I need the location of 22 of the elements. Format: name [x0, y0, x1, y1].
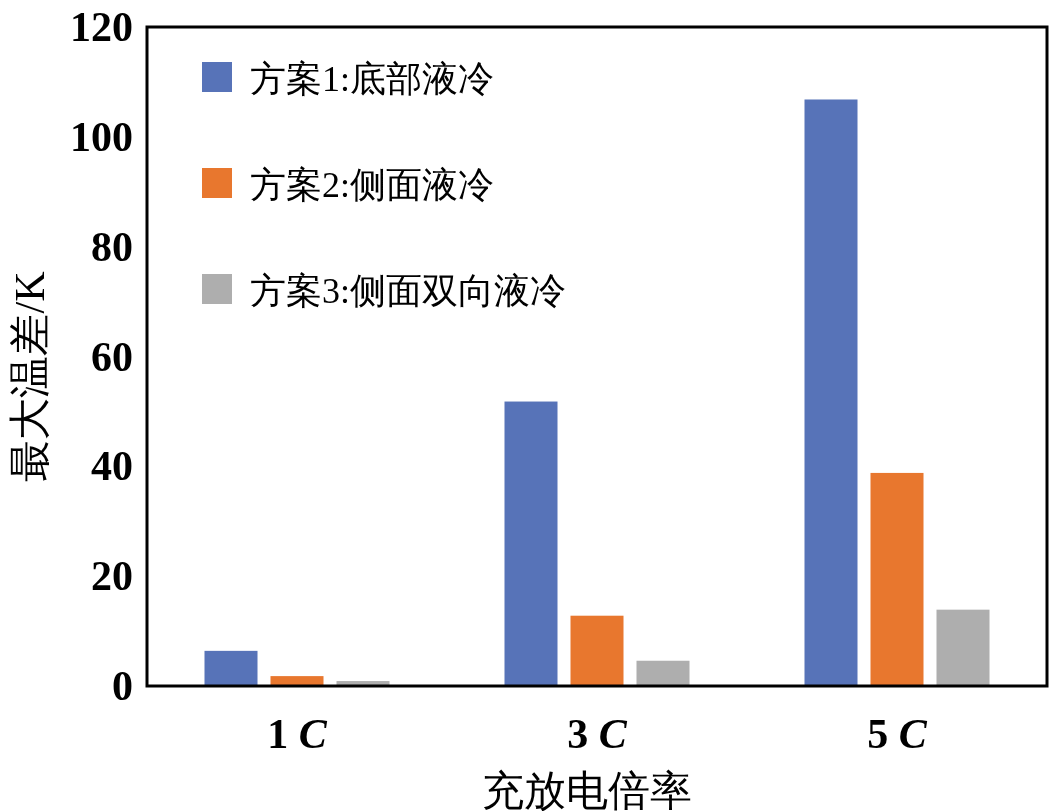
bar — [636, 660, 690, 686]
x-axis-title: 充放电倍率 — [482, 768, 692, 811]
legend-label: 方案1:底部液冷 — [250, 59, 495, 99]
x-tick-label: 5 C — [867, 711, 928, 757]
bar — [270, 676, 324, 686]
y-tick-label: 120 — [70, 4, 133, 50]
bar — [204, 650, 258, 686]
bar — [570, 615, 624, 686]
bar — [870, 472, 924, 686]
y-tick-label: 20 — [91, 553, 133, 600]
y-tick-label: 100 — [70, 113, 133, 160]
x-tick-label: 3 C — [567, 711, 628, 757]
x-tick-label: 1 C — [267, 711, 328, 757]
bar — [936, 609, 990, 686]
y-tick-label: 80 — [91, 223, 133, 270]
bar — [504, 401, 558, 686]
bar — [804, 99, 858, 686]
y-tick-label: 0 — [112, 663, 133, 709]
y-tick-label: 60 — [91, 333, 133, 380]
y-axis-title: 最大温差/K — [7, 271, 53, 482]
legend-label: 方案2:侧面液冷 — [250, 165, 495, 205]
y-tick-label: 40 — [91, 443, 133, 490]
